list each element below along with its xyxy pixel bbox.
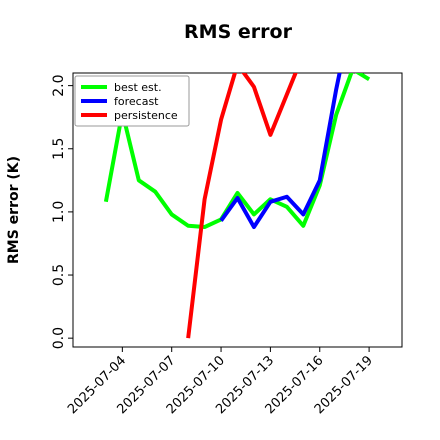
y-tick-label: 1.0 [51, 201, 67, 223]
series-line [103, 73, 371, 230]
y-tick-label: 0.5 [51, 264, 67, 286]
legend-label: persistence [114, 109, 178, 122]
plot-frame [72, 72, 403, 348]
y-tick-label: 1.5 [51, 138, 67, 160]
series-line [186, 73, 298, 339]
y-axis-label: RMS error (K) [6, 156, 22, 264]
series-line [219, 73, 342, 230]
chart-title: RMS error [184, 21, 293, 43]
y-tick-label: 2.0 [51, 74, 67, 96]
legend-label: forecast [114, 95, 159, 108]
plot-lines [103, 73, 371, 339]
y-tick-label: 0.0 [51, 327, 67, 349]
legend-label: best est. [114, 81, 162, 94]
